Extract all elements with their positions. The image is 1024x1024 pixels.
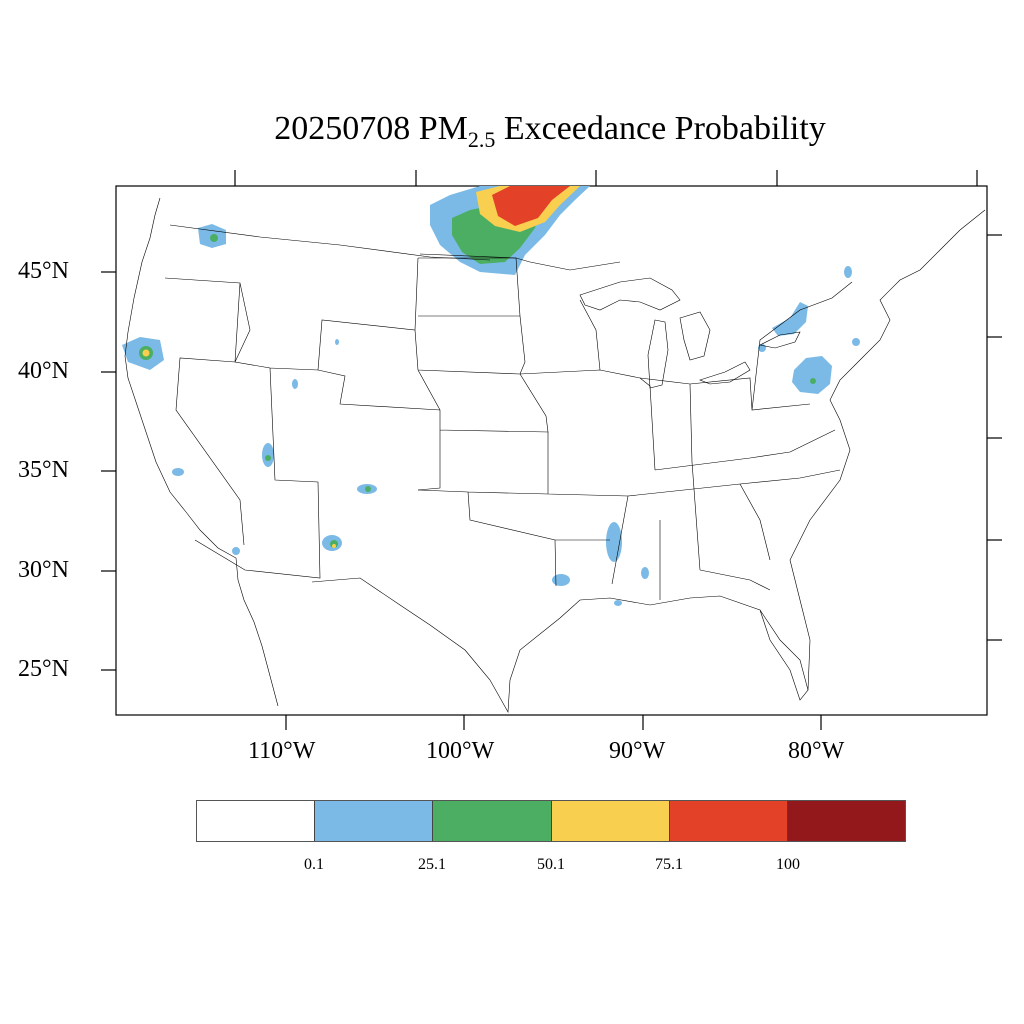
border-canada	[169, 224, 621, 271]
coastline-west	[124, 197, 279, 707]
colorbar-segment	[787, 801, 906, 841]
state-lines-west	[164, 257, 549, 579]
lon-label-80: 80°W	[788, 738, 845, 764]
area-new-york	[772, 302, 808, 336]
state-lines-central	[417, 257, 651, 587]
borders	[124, 197, 986, 714]
map-frame	[115, 185, 988, 716]
colorbar	[196, 800, 906, 842]
lat-label-30: 30°N	[18, 557, 69, 583]
lat-label-25: 25°N	[18, 656, 69, 682]
lon-label-110: 110°W	[248, 738, 316, 764]
colorbar-label: 100	[776, 856, 800, 873]
colorbar-segment	[669, 801, 788, 841]
lat-label-45: 45°N	[18, 258, 69, 284]
colorbar-segment	[433, 801, 552, 841]
great-lakes	[579, 277, 801, 389]
colorbar-label: 0.1	[304, 856, 324, 873]
coastline-gulf	[311, 577, 809, 714]
colorbar-label: 25.1	[418, 856, 446, 873]
map-title: 20250708 PM2.5 Exceedance Probability	[274, 110, 826, 152]
lat-label-35: 35°N	[18, 457, 69, 483]
colorbar-segment	[197, 801, 316, 841]
area-az-south	[232, 547, 240, 555]
lat-label-40: 40°N	[18, 358, 69, 384]
probability-areas	[122, 186, 860, 606]
lon-label-90: 90°W	[609, 738, 666, 764]
colorbar-segment	[551, 801, 670, 841]
area-tx-la	[552, 574, 570, 586]
colorbar-label: 75.1	[655, 856, 683, 873]
colorbar-segment	[315, 801, 434, 841]
lon-label-100: 100°W	[426, 738, 495, 764]
area-nevada	[172, 468, 184, 476]
state-lines-east	[579, 281, 853, 600]
area-pennsylvania	[792, 356, 832, 394]
colorbar-label: 50.1	[537, 856, 565, 873]
coastline-east	[789, 209, 986, 691]
plume-minnesota-top	[492, 186, 570, 226]
tick-marks	[101, 170, 1002, 730]
